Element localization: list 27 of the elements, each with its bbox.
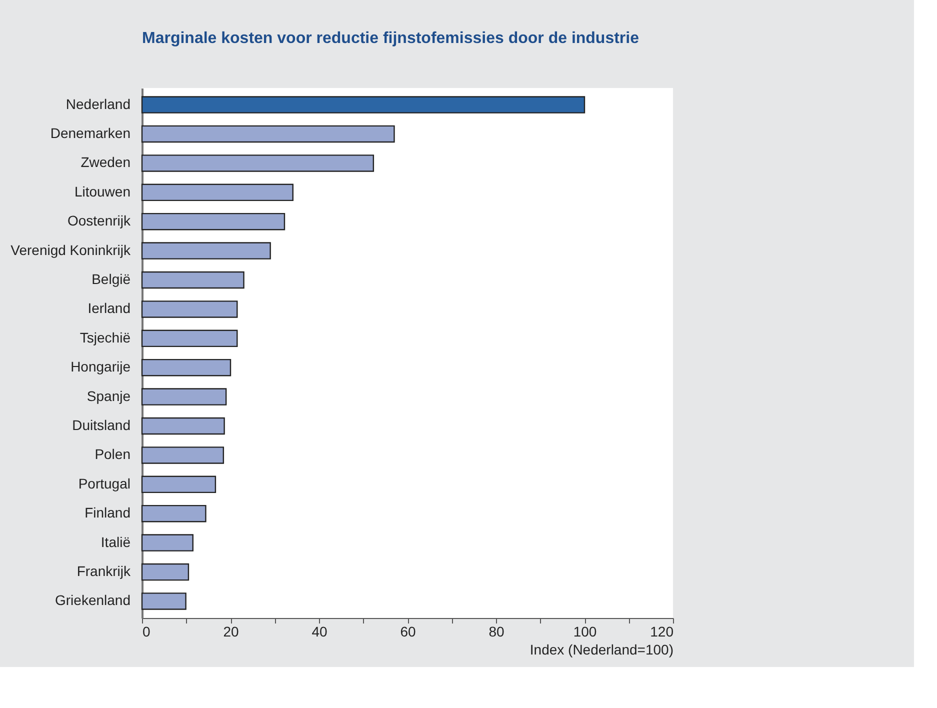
y-tick-label: Verenigd Koninkrijk [10, 242, 132, 258]
y-tick-label: Hongarije [70, 358, 131, 375]
y-tick-label: Portugal [78, 475, 130, 492]
y-tick-label: Tsjechië [80, 329, 131, 346]
x-tick-label: 20 [223, 624, 239, 640]
x-tick-label: 40 [312, 624, 328, 640]
x-tick-label: 60 [400, 624, 416, 640]
y-tick-label: Frankrijk [76, 563, 132, 580]
y-tick-label: Oostenrijk [67, 212, 132, 229]
y-tick-label: Griekenland [55, 592, 130, 608]
x-axis-title: Index (Nederland=100) [530, 642, 674, 658]
x-tick-label: 120 [650, 624, 674, 640]
x-tick-label: 100 [573, 624, 597, 640]
y-tick-label: Nederland [66, 96, 130, 112]
y-tick-label: Finland [84, 504, 130, 521]
y-tick-label: Polen [94, 446, 130, 462]
y-tick-label: Zweden [80, 154, 130, 170]
chart-title: Marginale kosten voor reductie fijnstofemissies door de industrie [142, 30, 640, 47]
x-tick-label: 80 [488, 624, 504, 640]
y-tick-label: Italië [100, 534, 131, 550]
y-tick-label: Spanje [86, 388, 131, 404]
y-tick-label: Ierland [88, 300, 130, 316]
y-tick-label: Litouwen [74, 183, 130, 200]
x-tick-label: 0 [142, 624, 150, 640]
y-tick-label: Denemarken [50, 124, 130, 141]
y-tick-label: Duitsland [72, 417, 130, 434]
y-tick-label: België [92, 270, 131, 287]
